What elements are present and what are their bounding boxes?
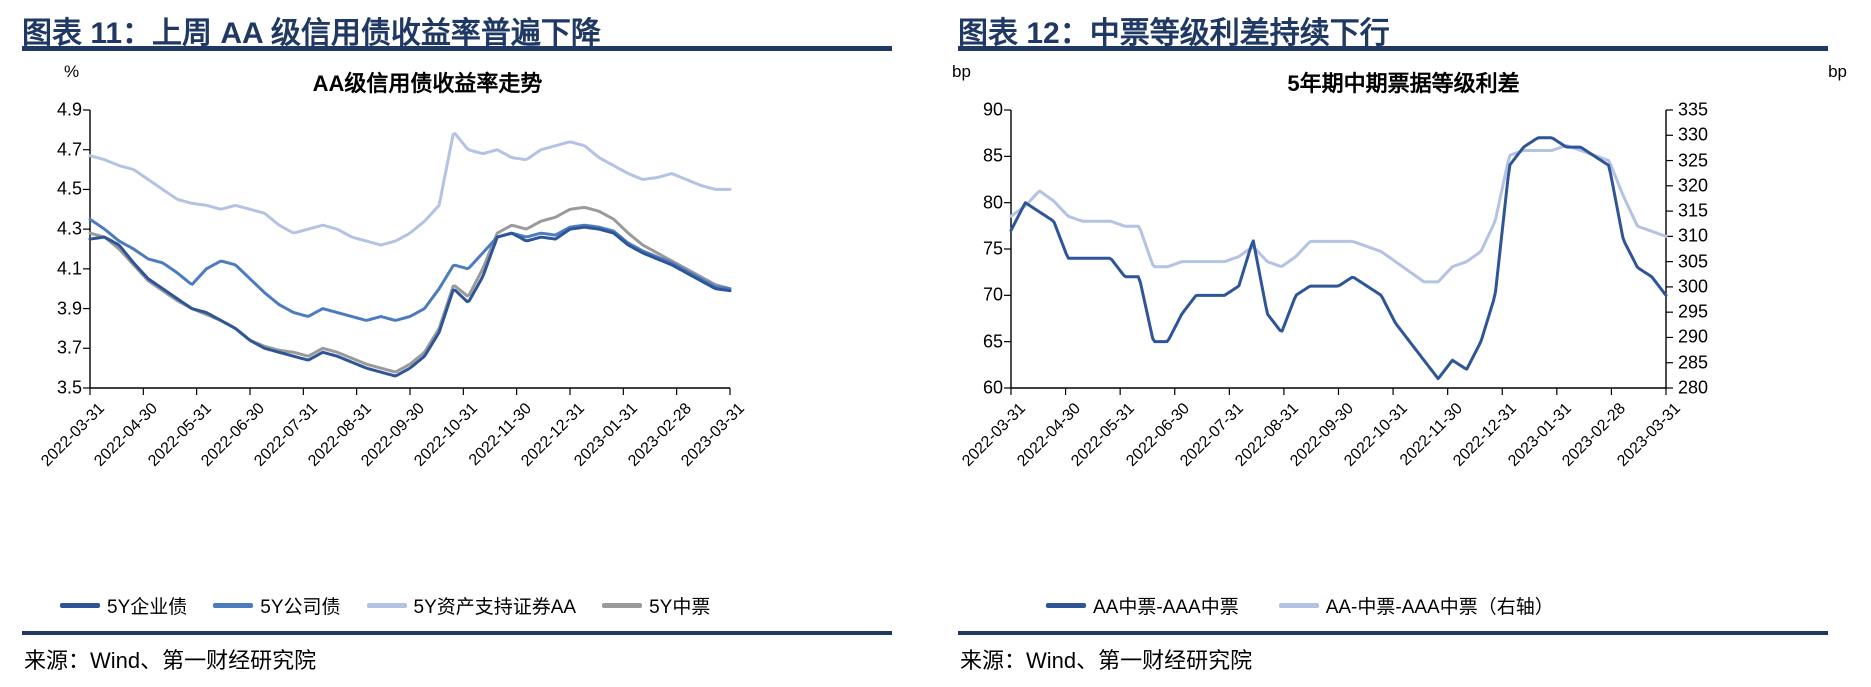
y-axis-right-tick-label: 320 (1678, 175, 1709, 196)
legend-swatch-1 (213, 603, 254, 608)
y-axis-tick-label: 4.7 (56, 139, 82, 160)
series-line-3 (88, 225, 732, 378)
legend-label-2: 5Y资产支持证券AA (413, 597, 577, 618)
y-axis-right-tick-label: 300 (1678, 276, 1709, 297)
y-axis-tick-label: 3.7 (56, 337, 82, 358)
y-axis-tick-label: 85 (982, 145, 1003, 166)
legend-label-0: AA中票-AAA中票 (1093, 597, 1239, 618)
legend-item-1: AA-中票-AAA中票（右轴） (1278, 592, 1554, 619)
figure-12-bottom-rule (958, 631, 1828, 635)
y-axis-tick-label: 80 (982, 192, 1003, 213)
plot11-svg (83, 109, 732, 395)
series-line-0 (1009, 144, 1668, 284)
series-line-1 (1009, 136, 1668, 381)
y-axis-right-tick-label: 310 (1678, 225, 1709, 246)
chart-11-title: AA级信用债收益率走势 (312, 71, 543, 96)
legend-swatch-0 (1046, 603, 1086, 608)
y-axis-right-tick-label: 325 (1678, 150, 1709, 171)
legend-label-1: AA-中票-AAA中票（右轴） (1325, 597, 1554, 618)
legend-item-1: 5Y公司债 (213, 592, 341, 619)
figure-11-bottom-rule (22, 631, 892, 635)
y-axis-tick-label: 75 (982, 238, 1003, 259)
y-axis-tick-label: 4.5 (56, 178, 82, 199)
figure-12-title: 图表 12：中票等级利差持续下行 (958, 17, 1390, 50)
y-axis-tick-label: 60 (982, 377, 1003, 398)
figure-11-title: 图表 11：上周 AA 级信用债收益率普遍下降 (22, 17, 601, 50)
chart-12-plot-area: 90 85 80 75 70 65 60 335 330 325 320 315 310 305 300 29… (959, 100, 1708, 470)
chart-12-legend: AA中票-AAA中票 AA-中票-AAA中票（右轴） (1046, 592, 1554, 619)
y-axis-right-tick-label: 305 (1678, 251, 1709, 272)
y-axis-tick-label: 4.3 (56, 218, 82, 239)
figure-11-title-rule (22, 46, 892, 51)
legend-label-3: 5Y中票 (649, 597, 711, 618)
y-axis-tick-label: 90 (982, 99, 1003, 120)
legend-swatch-2 (366, 603, 407, 608)
legend-swatch-1 (1278, 603, 1319, 608)
legend-swatch-0 (60, 603, 100, 608)
chart-11-legend: 5Y企业债 5Y公司债 5Y资产支持证券AA 5Y中票 (60, 592, 710, 619)
figure-panel-12: 图表 12：中票等级利差持续下行 bp bp 5年期中期票据等级利差 90 85 8… (936, 0, 1871, 687)
y-axis-right-tick-label: 280 (1678, 377, 1709, 398)
chart-11-y-unit: % (64, 62, 80, 81)
figure-11-source: 来源：Wind、第一财经研究院 (24, 648, 317, 673)
figure-12-title-rule (958, 46, 1828, 51)
y-axis-right-tick-label: 290 (1678, 326, 1709, 347)
y-axis-tick-label: 3.9 (56, 298, 82, 319)
y-axis-tick-label: 4.1 (56, 258, 82, 279)
legend-item-0: AA中票-AAA中票 (1046, 592, 1239, 619)
y-axis-right-tick-label: 330 (1678, 124, 1709, 145)
legend-item-3: 5Y中票 (602, 592, 710, 619)
y-axis-tick-label: 3.5 (56, 377, 82, 398)
chart-12-y-unit-left: bp (952, 62, 971, 81)
y-axis-right-tick-label: 315 (1678, 200, 1709, 221)
legend-swatch-3 (602, 603, 643, 608)
figure-panel-11: 图表 11：上周 AA 级信用债收益率普遍下降 % AA级信用债收益率走势 4.… (0, 0, 935, 687)
y-axis-tick-label: 70 (982, 284, 1003, 305)
legend-label-0: 5Y企业债 (107, 597, 188, 618)
series-line-2 (88, 217, 732, 322)
legend-item-2: 5Y资产支持证券AA (366, 592, 577, 619)
chart-11-plot-area: 4.9 4.7 4.5 4.3 4.1 3.9 3.7 3.5 2022-03-31 2022-0… (38, 100, 748, 470)
chart-12-title: 5年期中期票据等级利差 (1287, 71, 1520, 96)
figure-12-source: 来源：Wind、第一财经研究院 (960, 648, 1253, 673)
y-axis-right-tick-label: 335 (1678, 99, 1709, 120)
y-axis-tick-label: 4.9 (56, 99, 82, 120)
legend-item-0: 5Y企业债 (60, 592, 187, 619)
y-axis-right-tick-label: 295 (1678, 301, 1709, 322)
y-axis-right-tick-label: 285 (1678, 352, 1709, 373)
series-line-0 (88, 132, 732, 247)
panel-divider (933, 0, 935, 687)
chart-12-y-unit-right: bp (1828, 62, 1847, 81)
y-axis-tick-label: 65 (982, 331, 1003, 352)
plot12-svg (1004, 109, 1673, 395)
legend-label-1: 5Y公司债 (260, 597, 341, 618)
